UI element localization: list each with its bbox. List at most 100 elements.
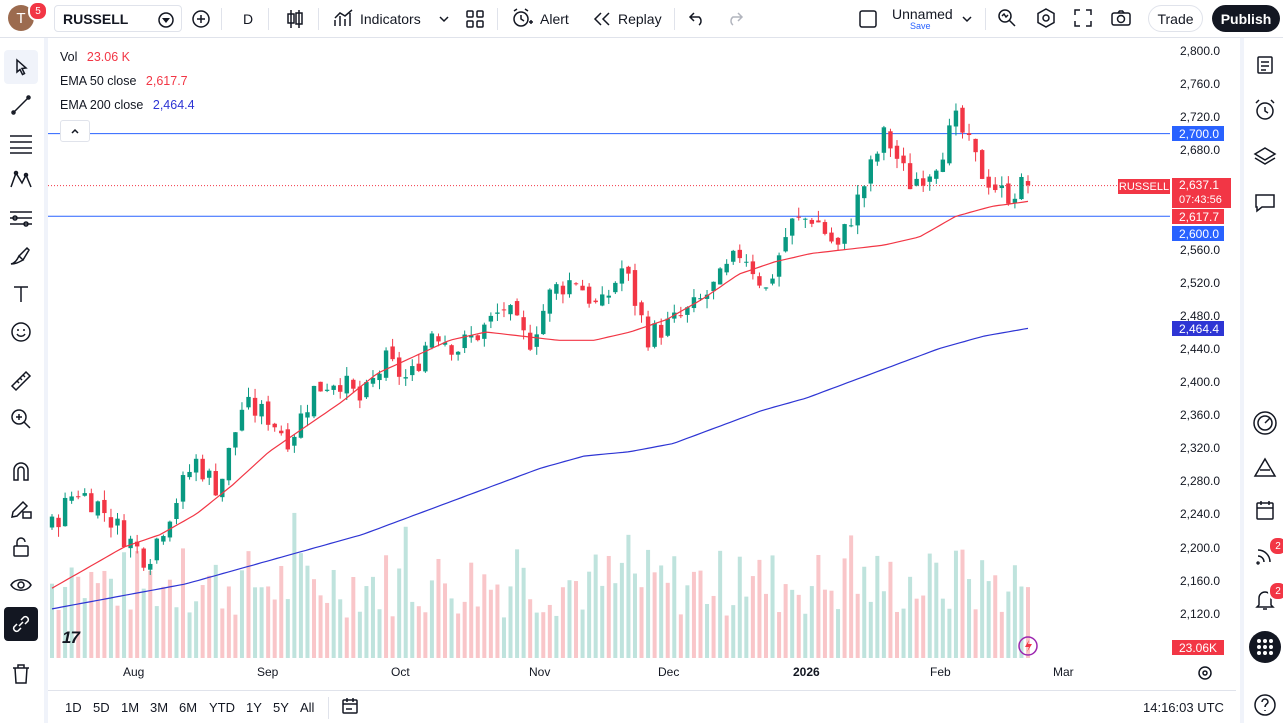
undo-icon[interactable] [688,10,706,26]
publish-label: Publish [1220,10,1272,27]
text-tool[interactable] [4,277,38,311]
pattern-tool[interactable] [4,163,38,197]
legend-ema50[interactable]: EMA 50 close 2,617.7 [60,74,188,88]
symbol-search[interactable]: RUSSELL [54,5,182,32]
alert-button[interactable]: Alert [540,0,569,38]
tradingview-logo[interactable]: 17 [62,628,80,647]
help-button[interactable] [1248,688,1282,722]
object-tree-button[interactable] [1248,139,1282,173]
ideas-button[interactable] [1248,450,1282,484]
hline-bottom-price-tag[interactable]: 2,600.0 [1172,226,1224,241]
checkbox-icon[interactable] [858,9,878,29]
replay-icon[interactable] [592,11,612,27]
camera-icon[interactable] [1110,8,1132,28]
apps-button[interactable] [1248,630,1282,664]
candle-countdown: 07:43:56 [1179,194,1222,206]
range-5d[interactable]: 5D [93,700,110,715]
range-6m[interactable]: 6M [179,700,198,715]
interval-button[interactable]: D [243,0,253,38]
brush-tool[interactable] [4,239,38,273]
volume-bar [685,585,690,658]
redo-icon[interactable] [726,10,744,26]
chat-button[interactable] [1248,186,1282,220]
collapse-legend-button[interactable] [60,120,90,142]
price-chart[interactable] [48,38,1170,688]
visibility-tool[interactable] [4,568,38,602]
forecast-tool[interactable] [4,201,38,235]
candle-body [665,318,670,336]
candle-body [829,232,834,242]
range-all[interactable]: All [300,700,315,715]
range-1d[interactable]: 1D [65,700,82,715]
candles-icon[interactable] [285,8,305,30]
candle-body [724,263,729,273]
link-tool[interactable] [4,607,38,641]
volume-bar [89,571,94,658]
range-5y[interactable]: 5Y [273,700,289,715]
magnet-tool[interactable] [4,454,38,488]
volume-bar [1019,586,1024,658]
settings-gear-icon[interactable] [1035,7,1057,29]
range-1m[interactable]: 1M [121,700,140,715]
alerts-panel-button[interactable] [1248,93,1282,127]
delete-tool[interactable] [4,657,38,691]
range-ytd[interactable]: YTD [209,700,235,715]
layout-grid-icon[interactable] [465,9,485,29]
candle-body [514,301,520,316]
zoom-tool[interactable] [4,402,38,436]
alert-clock-icon[interactable] [511,7,533,29]
indicators-icon[interactable] [333,8,355,28]
fullscreen-icon[interactable] [1073,8,1093,28]
legend-volume[interactable]: Vol 23.06 K [60,50,130,64]
add-symbol-icon[interactable] [191,9,211,29]
volume-bar [868,601,873,658]
compare-icon[interactable] [157,11,175,29]
streams-button[interactable] [1248,538,1282,572]
date-range-icon[interactable] [340,696,360,716]
volume-bar [914,598,919,658]
price-axis-label: 2,480.0 [1180,308,1221,323]
measure-tool[interactable] [4,364,38,398]
watchlist-button[interactable] [1248,48,1282,82]
candle-body [200,458,205,480]
chevron-down-icon[interactable] [961,14,973,24]
hline-top-price-tag[interactable]: 2,700.0 [1172,126,1224,141]
lock-tool[interactable] [4,530,38,564]
replay-button[interactable]: Replay [618,0,662,38]
range-1y[interactable]: 1Y [246,700,262,715]
cursor-tool[interactable] [4,50,38,84]
layout-save-label[interactable]: Save [910,21,931,31]
layout-name[interactable]: Unnamed [892,6,953,22]
volume-bar [364,586,369,658]
trendline-tool[interactable] [4,88,38,122]
volume-bar [639,587,644,658]
volume-bar [377,609,382,658]
emoji-tool[interactable] [4,315,38,349]
candle-body [973,138,978,153]
chevron-down-icon[interactable] [438,14,450,24]
legend-ema200[interactable]: EMA 200 close 2,464.4 [60,98,195,112]
publish-button[interactable]: Publish [1212,5,1280,32]
quick-search-icon[interactable] [996,7,1018,29]
volume-bar [76,576,81,658]
volume-bar [226,586,231,658]
fib-tool[interactable] [4,126,38,160]
technicals-button[interactable] [1248,406,1282,440]
legend-ema200-value: 2,464.4 [152,98,195,112]
clock[interactable]: 14:16:03 UTC [1143,700,1224,715]
candle-body [763,287,769,289]
current-price-tag[interactable]: 2,637.1 07:43:56 [1172,178,1231,208]
lightning-icon[interactable] [1017,635,1039,657]
notifications-button[interactable] [1248,583,1282,617]
volume-bar [194,601,199,658]
calendar-button[interactable] [1248,493,1282,527]
volume-bar [181,548,186,658]
axis-settings-icon[interactable] [1197,665,1213,681]
volume-bar [351,576,356,658]
indicators-button[interactable]: Indicators [360,0,421,38]
gauge-icon [1253,411,1277,435]
range-3m[interactable]: 3M [150,700,169,715]
drawing-mode-tool[interactable] [4,492,38,526]
candle-body [521,317,526,331]
trade-button[interactable]: Trade [1148,5,1203,32]
